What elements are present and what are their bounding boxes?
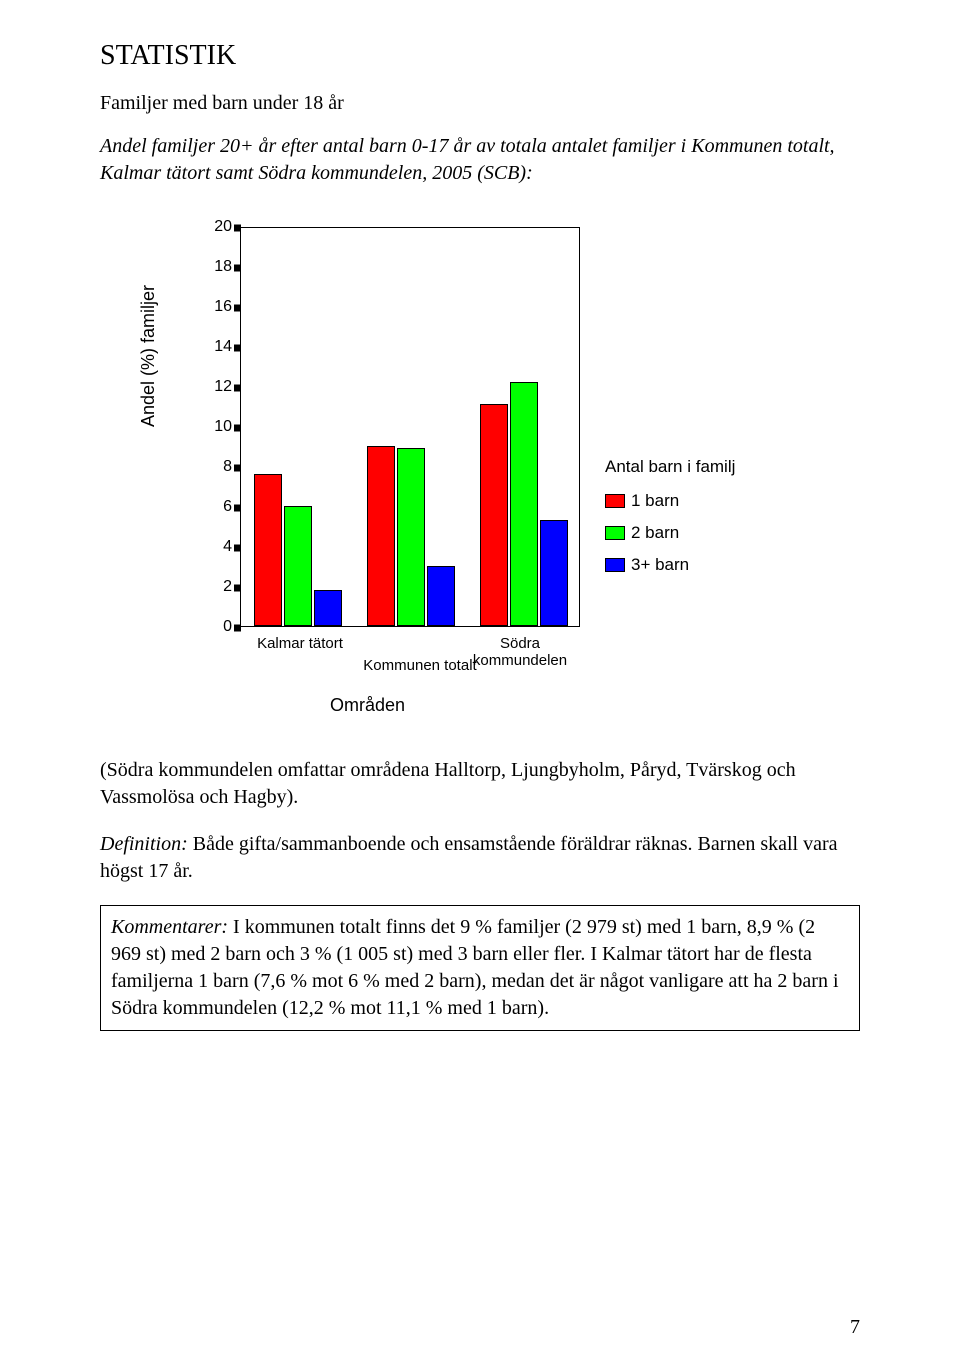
ytick-mark	[234, 625, 241, 632]
ytick-label: 14	[214, 338, 232, 356]
chart-legend: Antal barn i familj 1 barn 2 barn 3+ barn	[605, 457, 735, 587]
ytick-mark	[234, 465, 241, 472]
comment-label: Kommentarer:	[111, 916, 228, 938]
legend-row: 1 barn	[605, 491, 735, 511]
chart-xcat: Kalmar tätort	[240, 635, 360, 652]
comment-box: Kommentarer: I kommunen totalt finns det…	[100, 905, 860, 1031]
paragraph-areas: (Södra kommundelen omfattar områdena Hal…	[100, 757, 860, 811]
chart-bar	[314, 590, 342, 626]
ytick-label: 0	[223, 618, 232, 636]
ytick-label: 20	[214, 218, 232, 236]
chart-bar	[427, 566, 455, 626]
ytick-label: 6	[223, 498, 232, 516]
page-subtitle: Familjer med barn under 18 år	[100, 92, 860, 115]
chart-bar	[367, 446, 395, 626]
ytick-label: 2	[223, 578, 232, 596]
legend-swatch	[605, 494, 625, 508]
chart-bar	[397, 448, 425, 626]
chart-bar	[480, 404, 508, 626]
ytick-mark	[234, 585, 241, 592]
ytick-mark	[234, 225, 241, 232]
legend-label: 2 barn	[631, 523, 679, 543]
legend-swatch	[605, 526, 625, 540]
ytick-label: 4	[223, 538, 232, 556]
chart-bar	[284, 506, 312, 626]
ytick-label: 16	[214, 298, 232, 316]
ytick-label: 18	[214, 258, 232, 276]
chart-bar	[510, 382, 538, 626]
bar-chart: Andel (%) familjer 20181614121086420 Kal…	[130, 217, 830, 737]
ytick-mark	[234, 305, 241, 312]
legend-row: 3+ barn	[605, 555, 735, 575]
ytick-mark	[234, 265, 241, 272]
chart-yticks: 20181614121086420	[190, 227, 240, 627]
legend-label: 1 barn	[631, 491, 679, 511]
legend-label: 3+ barn	[631, 555, 689, 575]
definition-label: Definition:	[100, 833, 188, 855]
legend-row: 2 barn	[605, 523, 735, 543]
chart-bar	[254, 474, 282, 626]
ytick-mark	[234, 545, 241, 552]
ytick-mark	[234, 385, 241, 392]
definition-text: Både gifta/sammanboende och ensamstående…	[100, 833, 838, 882]
ytick-mark	[234, 425, 241, 432]
ytick-mark	[234, 505, 241, 512]
legend-title: Antal barn i familj	[605, 457, 735, 477]
ytick-label: 12	[214, 378, 232, 396]
intro-text: Andel familjer 20+ år efter antal barn 0…	[100, 133, 860, 187]
chart-plot-area	[240, 227, 580, 627]
legend-swatch	[605, 558, 625, 572]
ytick-label: 10	[214, 418, 232, 436]
page-number: 7	[850, 1316, 860, 1339]
chart-xcat: Södra kommundelen	[460, 635, 580, 669]
chart-bar	[540, 520, 568, 626]
definition-block: Definition: Både gifta/sammanboende och …	[100, 831, 860, 885]
ytick-label: 8	[223, 458, 232, 476]
ytick-mark	[234, 345, 241, 352]
page-heading: STATISTIK	[100, 40, 860, 72]
chart-ylabel: Andel (%) familjer	[138, 285, 159, 427]
chart-xlabel: Områden	[330, 695, 405, 716]
